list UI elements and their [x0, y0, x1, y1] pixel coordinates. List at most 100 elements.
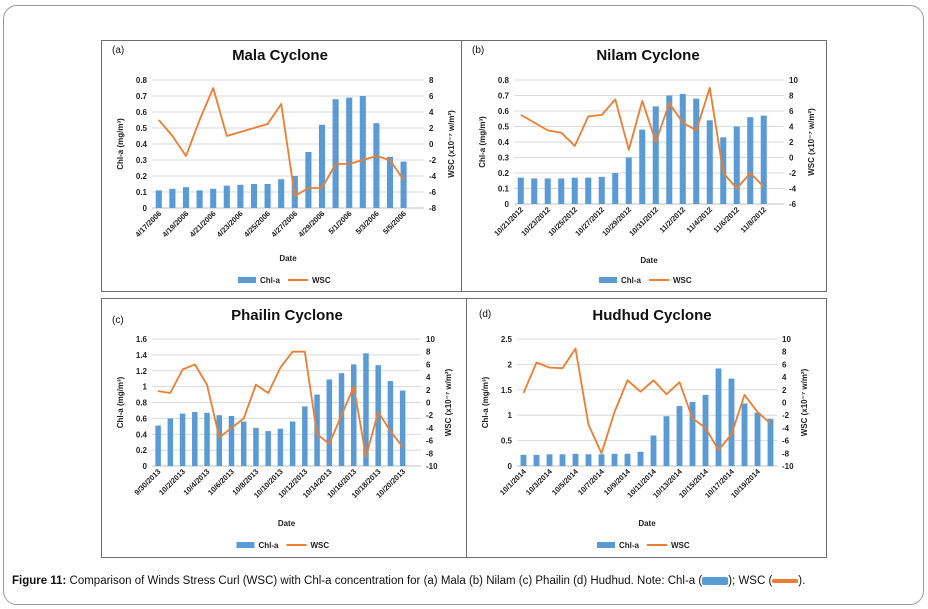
y-tick-label: 0.8	[136, 76, 148, 85]
y2-tick-label: -4	[789, 185, 797, 194]
chl-bar	[754, 412, 761, 466]
chl-bar	[572, 453, 579, 466]
y2-tick-label: -2	[429, 156, 437, 165]
panel-label: (b)	[472, 45, 484, 56]
chart-title: Nilam Cyclone	[596, 47, 699, 64]
chl-bar	[305, 152, 312, 208]
x-tick-label: 11/2/2012	[657, 205, 687, 235]
x-tick-label: 10/3/2014	[524, 466, 555, 497]
y2-tick-label: 10	[782, 335, 791, 344]
chart-b-content: Nilam Cyclone (b) 0 0.1 0.2 0.3 0.4 0.5 0.6 0.7 0.…	[472, 45, 816, 285]
chl-bar	[733, 126, 740, 204]
x-tick-label: 11/8/2012	[738, 205, 768, 235]
x-axis-title: Date	[279, 254, 297, 263]
y2-tick-label: 4	[789, 123, 794, 132]
y-tick-label: 0.5	[136, 124, 148, 133]
chl-bar	[277, 428, 284, 466]
y-tick-label: 0.6	[498, 107, 510, 116]
chl-bar	[693, 98, 700, 204]
chl-bar	[676, 406, 683, 466]
chart-panel-mala: Mala Cyclone (a) 0 0.1 0.2 0.3 0.4 0.5 0.6 0.7 0.8…	[101, 40, 462, 292]
figure-caption: Figure 11: Comparison of Winds Stress Cu…	[12, 575, 805, 587]
chl-bar	[359, 96, 366, 208]
chl-bar	[585, 454, 592, 466]
chl-bar	[302, 406, 308, 466]
chl-bar	[250, 184, 258, 208]
y2-tick-label: 6	[782, 360, 787, 369]
y-tick-label: 0.1	[498, 185, 510, 194]
chart-panel-hudhud: Hudhud Cyclone (d) 0 0.5 1 1.5 2 2.5 -10 -8 -6 -4 -2…	[466, 298, 827, 558]
legend-wsc-label: WSC	[311, 541, 330, 550]
y2-axis-title: WSC (x10⁻⁷ w/m²)	[444, 368, 453, 436]
chart-c-content: Phailin Cyclone (c) 0 0.2 0.4 0.6 0.8 1 1.2 1.4 1.…	[112, 307, 453, 550]
y2-tick-label: 6	[426, 360, 431, 369]
chl-bar	[558, 178, 565, 204]
chl-bar	[689, 401, 696, 466]
y-tick-label: 0.3	[136, 156, 148, 165]
chl-bar	[204, 412, 210, 466]
chl-bar	[544, 178, 551, 204]
panel-label: (c)	[112, 315, 124, 326]
y2-tick-label: 4	[426, 373, 431, 382]
chl-bar	[350, 364, 357, 466]
y2-tick-label: 6	[429, 92, 434, 101]
y2-tick-label: -2	[782, 411, 790, 420]
y2-tick-label: 0	[782, 399, 787, 408]
chl-bar	[223, 185, 230, 208]
y2-tick-label: -8	[782, 449, 790, 458]
chl-bar	[715, 368, 722, 466]
x-tick-label: 4/25/2006	[242, 209, 272, 239]
y-tick-label: 0.6	[136, 414, 148, 423]
y-tick-label: 1.2	[136, 367, 148, 376]
chl-bar	[326, 379, 333, 466]
chl-bar	[216, 415, 223, 466]
y2-tick-label: 4	[429, 108, 434, 117]
x-axis-title: Date	[640, 256, 658, 265]
legend-wsc-label: WSC	[312, 276, 331, 285]
panel-label: (d)	[479, 309, 491, 320]
chl-bar	[237, 184, 244, 208]
x-tick-label: 10/31/2012	[627, 205, 660, 238]
chart-title: Phailin Cyclone	[231, 307, 343, 324]
y2-tick-label: 6	[789, 107, 794, 116]
chl-bar	[155, 425, 161, 466]
x-tick-label: 5/5/2006	[381, 209, 408, 236]
chl-bar	[265, 431, 271, 466]
chart-panel-nilam: Nilam Cyclone (b) 0 0.1 0.2 0.3 0.4 0.5 0.6 0.7 0.…	[461, 40, 827, 292]
chl-bar	[767, 418, 774, 466]
chl-bar	[386, 156, 394, 208]
y-tick-label: 0.2	[136, 446, 148, 455]
wsc-line	[158, 87, 405, 197]
y-tick-label: 1	[508, 411, 513, 420]
chart-nilam: Nilam Cyclone (b) 0 0.1 0.2 0.3 0.4 0.5 0.6 0.7 0.…	[472, 45, 816, 285]
legend-chl-label: Chl-a	[621, 276, 642, 285]
y-tick-label: 0.4	[498, 138, 510, 147]
chl-bar	[338, 373, 345, 466]
chl-bar	[169, 188, 176, 208]
y2-tick-label: 0	[789, 154, 794, 163]
y-tick-label: 0.1	[136, 188, 148, 197]
y-tick-label: 0	[143, 462, 148, 471]
chl-bar	[533, 454, 540, 466]
chart-phailin: Phailin Cyclone (c) 0 0.2 0.4 0.6 0.8 1 1.2 1.4 1.…	[112, 307, 453, 550]
x-tick-label: 11/6/2012	[711, 205, 741, 235]
chl-bar	[747, 117, 754, 204]
chart-panel-phailin: Phailin Cyclone (c) 0 0.2 0.4 0.6 0.8 1 1.2 1.4 1.…	[101, 298, 468, 558]
chl-bar	[585, 177, 592, 204]
y-tick-label: 2	[508, 360, 513, 369]
chl-bar	[375, 365, 381, 466]
y-tick-label: 1.6	[136, 335, 148, 344]
x-tick-label: 4/23/2006	[215, 209, 245, 239]
wsc-line	[520, 86, 765, 190]
y2-axis-title: WSC (x10⁻⁷ w/m²)	[800, 368, 809, 436]
chart-title: Hudhud Cyclone	[592, 307, 711, 324]
chl-bar	[332, 99, 339, 208]
chl-bar	[706, 120, 713, 204]
chl-bar	[531, 178, 538, 204]
chl-bar	[598, 454, 605, 466]
chl-bar	[253, 427, 259, 466]
y2-tick-label: 10	[789, 76, 798, 85]
y2-tick-label: -8	[429, 204, 437, 213]
y2-tick-label: 8	[789, 92, 794, 101]
y-tick-label: 0	[143, 204, 148, 213]
